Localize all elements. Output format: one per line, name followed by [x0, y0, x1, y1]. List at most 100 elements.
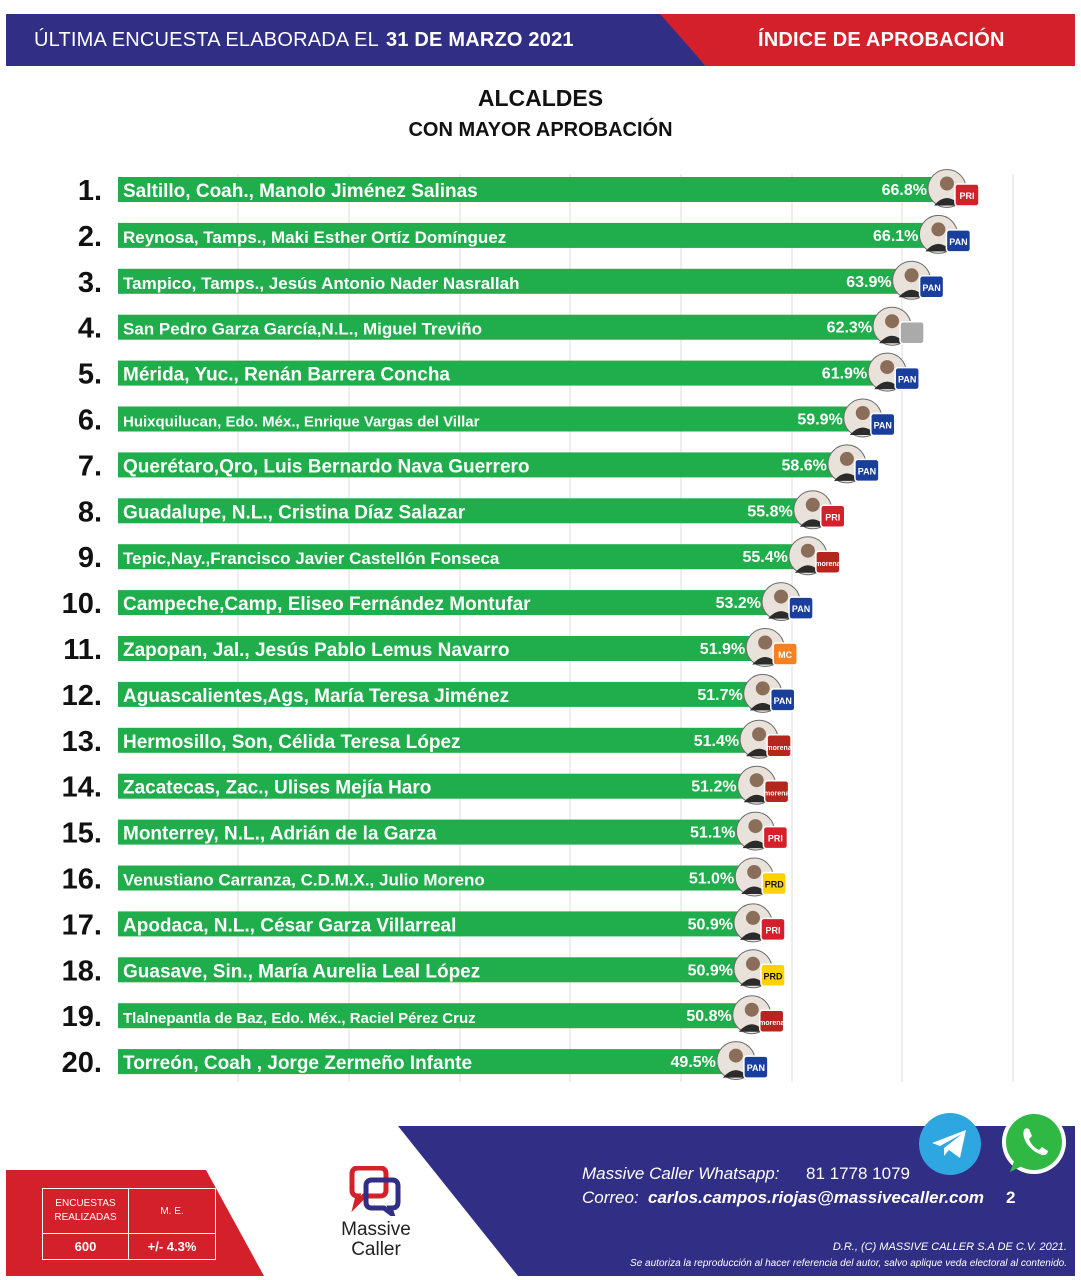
category-label: Tlalnepantla de Baz, Edo. Méx., Raciel P…: [123, 1010, 476, 1027]
value-label: 63.9%: [846, 274, 891, 291]
logo-text-massive: Massive: [341, 1219, 411, 1240]
avatar-body: [739, 932, 766, 940]
avatar-head: [904, 268, 919, 283]
value-label: 55.4%: [743, 549, 788, 566]
value-label: 51.1%: [690, 825, 735, 842]
bar: [118, 360, 874, 386]
whatsapp-number[interactable]: 81 1778 1079: [806, 1164, 910, 1183]
rank-label: 10.: [62, 588, 102, 620]
disclaimer-text: Se autoriza la reproducción al hacer ref…: [630, 1258, 1067, 1269]
avatar-body: [746, 748, 773, 757]
avatar-head: [805, 497, 820, 512]
party-badge: [820, 504, 846, 529]
avatar-head: [931, 222, 946, 237]
party-badge: [945, 229, 972, 253]
bar: [118, 636, 752, 661]
avatar-head: [749, 773, 764, 788]
rank-label: 20.: [62, 1047, 102, 1079]
category-label: Apodaca, N.L., César Garza Villarreal: [123, 915, 456, 936]
avatar-head: [885, 314, 900, 329]
telegram-icon[interactable]: [918, 1112, 982, 1176]
party-badge-label: MC: [778, 650, 792, 660]
category-label: Zapopan, Jal., Jesús Pablo Lemus Navarro: [123, 640, 509, 661]
rank-label: 4.: [78, 313, 102, 345]
rank-label: 14.: [62, 772, 102, 804]
value-label: 61.9%: [822, 366, 867, 383]
bar: [118, 544, 794, 570]
value-label: 49.5%: [671, 1054, 716, 1071]
value-label: 50.8%: [686, 1008, 731, 1025]
logo-text-caller: Caller: [351, 1239, 401, 1260]
avatar-body: [739, 978, 766, 986]
value-label: 51.7%: [697, 687, 742, 704]
survey-stats-table: ENCUESTAS REALIZADAS M. E. 600 +/- 4.3%: [42, 1188, 216, 1260]
party-badge-label: PRI: [959, 191, 974, 201]
rank-label: 3.: [78, 267, 102, 299]
email-label: Correo:: [582, 1188, 639, 1207]
category-label: Torreón, Coah , Jorge Zermeño Infante: [123, 1053, 472, 1074]
party-badge: [815, 550, 841, 574]
party-badge-label: morena: [759, 1020, 784, 1027]
bar: [118, 452, 833, 478]
avatar-body: [768, 611, 795, 619]
avatar-body: [749, 702, 776, 711]
party-badge: [854, 458, 880, 483]
surveys-value: 600: [43, 1234, 129, 1259]
survey-date: 31 DE MARZO 2021: [386, 29, 574, 51]
party-badge-label: morena: [764, 791, 789, 798]
category-label: Zacatecas, Zac., Ulises Mejía Haro: [123, 778, 431, 799]
survey-date-label: ÚLTIMA ENCUESTA ELABORADA EL: [34, 29, 379, 51]
value-label: 51.4%: [694, 733, 739, 750]
whatsapp-icon[interactable]: [996, 1106, 1072, 1182]
bar: [118, 681, 749, 707]
avatar-head: [755, 681, 770, 696]
value-label: 53.2%: [716, 595, 761, 612]
party-badge-label: PRI: [765, 925, 780, 935]
rank-label: 17.: [62, 909, 102, 941]
party-badge: [788, 596, 814, 620]
value-label: 59.9%: [797, 412, 842, 429]
rank-label: 11.: [63, 634, 102, 666]
bar: [118, 911, 739, 937]
bar: [118, 498, 799, 524]
category-label: Guadalupe, N.L., Cristina Díaz Salazar: [123, 502, 466, 523]
party-badge-label: PAN: [874, 421, 892, 431]
party-badge-label: PRI: [768, 834, 783, 844]
category-label: Monterrey, N.L., Adrián de la Garza: [123, 824, 437, 845]
email-link[interactable]: carlos.campos.riojas@massivecaller.com: [648, 1188, 984, 1207]
party-badge-label: PRI: [825, 512, 840, 522]
party-badge-label: PAN: [858, 466, 876, 476]
avatar-body: [741, 886, 768, 894]
avatar-body: [925, 243, 952, 252]
avatar-body: [799, 519, 826, 527]
bar: [118, 819, 742, 845]
party-badge: [761, 871, 787, 896]
avatar-body: [874, 381, 901, 390]
bar: [118, 406, 849, 432]
bar: [118, 773, 743, 799]
bar: [118, 268, 898, 294]
rank-label: 19.: [62, 1001, 102, 1033]
party-badge: [769, 688, 796, 712]
value-label: 55.8%: [747, 503, 792, 520]
avatar-body: [742, 840, 769, 849]
chart-title: ALCALDES: [477, 85, 604, 111]
party-badge: [899, 320, 925, 345]
whatsapp-label: Massive Caller Whatsapp:: [582, 1164, 780, 1183]
header-left-band: [6, 14, 706, 66]
chart-subtitle: CON MAYOR APROBACIÓN: [408, 119, 673, 141]
category-label: Campeche,Camp, Eliseo Fernández Montufar: [123, 594, 531, 615]
category-label: Tepic,Nay.,Francisco Javier Castellón Fo…: [123, 549, 500, 568]
rank-label: 15.: [62, 818, 102, 850]
category-label: Aguascalientes,Ags, María Teresa Jiménez: [123, 686, 509, 707]
category-label: Mérida, Yuc., Renán Barrera Concha: [123, 365, 450, 386]
party-badge: [870, 412, 896, 437]
category-label: Reynosa, Tamps., Maki Esther Ortíz Domín…: [123, 228, 506, 247]
category-label: Venustiano Carranza, C.D.M.X., Julio Mor…: [123, 871, 485, 890]
margin-error-value: +/- 4.3%: [147, 1239, 197, 1254]
rank-label: 9.: [78, 542, 102, 574]
avatar-body: [849, 427, 876, 435]
avatar-head: [745, 956, 760, 971]
party-badge-label: morena: [815, 561, 840, 568]
avatar-head: [744, 1002, 759, 1017]
